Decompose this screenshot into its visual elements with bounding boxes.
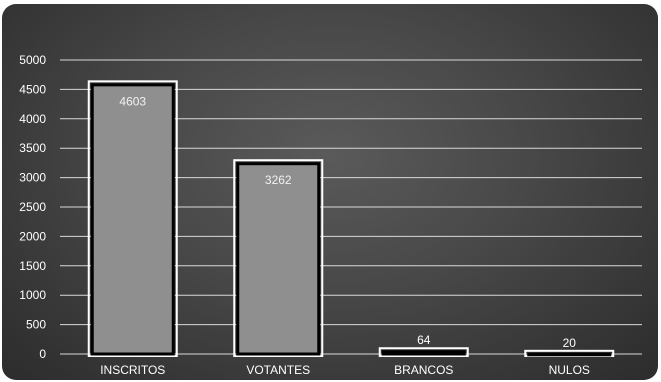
y-tick-label: 1000 xyxy=(19,288,46,302)
y-tick-label: 4500 xyxy=(19,82,46,96)
data-labels: 4603 3262 64 20 xyxy=(119,94,576,349)
y-tick-label: 1500 xyxy=(19,259,46,273)
x-axis-labels: INSCRITOS VOTANTES BRANCOS NULOS xyxy=(100,363,590,377)
bar-chart: 0 500 1000 1500 2000 2500 3000 3500 4000 4500 5000… xyxy=(19,53,642,377)
x-tick-label: INSCRITOS xyxy=(100,363,165,377)
bars xyxy=(87,80,615,358)
x-tick-label: NULOS xyxy=(549,363,590,377)
bar-outline-votantes xyxy=(233,159,324,357)
data-label: 20 xyxy=(563,336,577,350)
y-tick-label: 3500 xyxy=(19,141,46,155)
data-label: 3262 xyxy=(265,173,292,187)
y-axis-ticks: 0 500 1000 1500 2000 2500 3000 3500 4000 4500 5000 xyxy=(19,53,46,361)
data-label: 4603 xyxy=(119,94,146,108)
bar-inscritos xyxy=(90,83,175,356)
y-tick-label: 2000 xyxy=(19,229,46,243)
x-tick-label: VOTANTES xyxy=(246,363,310,377)
y-tick-label: 500 xyxy=(26,318,46,332)
bar-brancos xyxy=(381,350,466,356)
bar-outline-inscritos xyxy=(87,80,178,357)
y-tick-label: 3000 xyxy=(19,171,46,185)
bar-votantes xyxy=(236,162,321,356)
bar-nulos xyxy=(527,352,612,357)
bar-outline-brancos xyxy=(378,347,469,357)
y-tick-label: 0 xyxy=(39,347,46,361)
y-tick-label: 5000 xyxy=(19,53,46,67)
x-tick-label: BRANCOS xyxy=(394,363,453,377)
chart-area: 0 500 1000 1500 2000 2500 3000 3500 4000 4500 5000… xyxy=(2,4,658,380)
y-tick-label: 4000 xyxy=(19,112,46,126)
data-label: 64 xyxy=(417,333,431,347)
y-tick-label: 2500 xyxy=(19,200,46,214)
